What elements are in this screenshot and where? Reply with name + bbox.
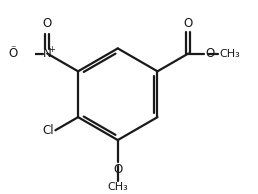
- Text: O: O: [8, 47, 17, 60]
- Text: +: +: [48, 45, 55, 54]
- Text: ⁻: ⁻: [10, 44, 15, 55]
- Text: Cl: Cl: [42, 124, 53, 137]
- Text: CH₃: CH₃: [219, 48, 240, 59]
- Text: O: O: [184, 17, 193, 30]
- Text: CH₃: CH₃: [107, 182, 128, 192]
- Text: O: O: [43, 17, 52, 30]
- Text: O: O: [113, 163, 122, 176]
- Text: O: O: [205, 47, 214, 60]
- Text: N: N: [43, 47, 52, 60]
